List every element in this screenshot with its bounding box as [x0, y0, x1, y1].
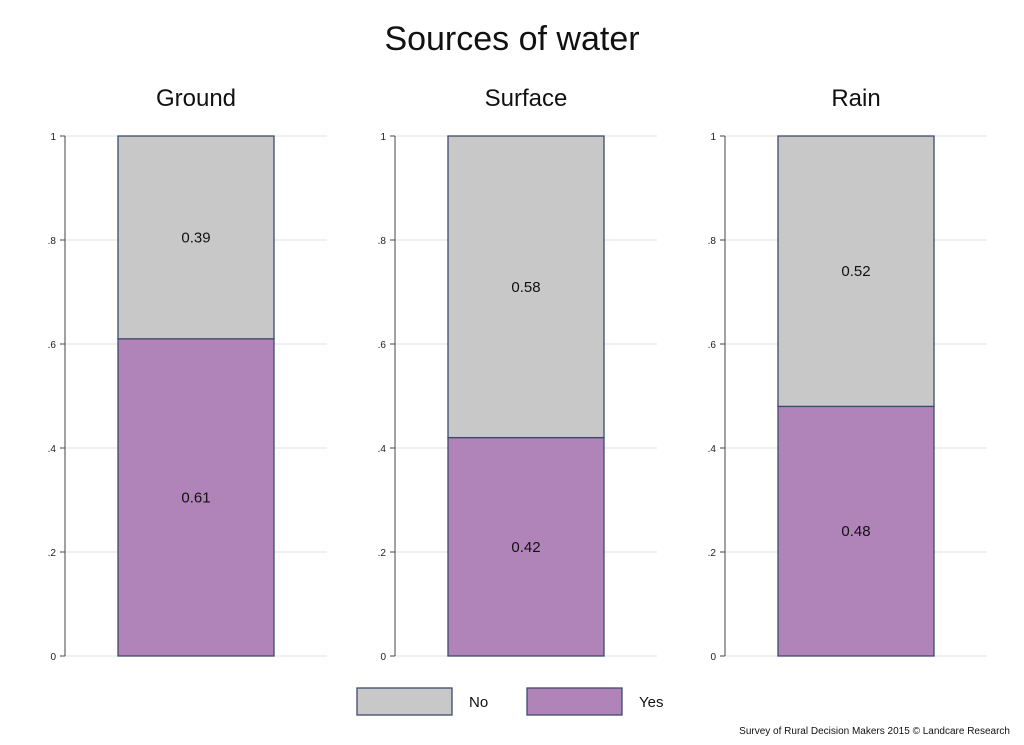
- bar-segment-surface-yes: [447, 436, 605, 657]
- footnote: Survey of Rural Decision Makers 2015 © L…: [739, 726, 1010, 737]
- legend-swatch-no: [356, 687, 453, 716]
- y-tick-label: .6: [48, 340, 57, 351]
- bar-segment-ground-yes: [117, 338, 275, 657]
- panel-rain: Rain 0 .2 .4 .6 .8 1 0.48 0.52: [708, 85, 987, 663]
- data-label-rain-yes: 0.48: [841, 523, 870, 540]
- data-label-ground-no: 0.39: [181, 229, 210, 246]
- y-tick-label: .2: [708, 548, 717, 559]
- data-label-ground-yes: 0.61: [181, 489, 210, 506]
- y-tick-label: .6: [708, 340, 717, 351]
- chart-title: Sources of water: [384, 20, 639, 58]
- data-label-surface-yes: 0.42: [511, 539, 540, 556]
- y-tick-label: .4: [48, 444, 57, 455]
- y-tick-label: .6: [378, 340, 387, 351]
- legend-label-yes: Yes: [639, 694, 663, 711]
- legend-swatch-yes: [526, 687, 623, 716]
- panel-title-ground: Ground: [156, 85, 236, 112]
- y-tick-label: .2: [48, 548, 57, 559]
- y-tick-label: 1: [710, 132, 716, 143]
- panel-title-rain: Rain: [831, 85, 880, 112]
- chart-panels: Ground0.2.4.6.810.610.39Surface0.2.4.6.8…: [48, 85, 987, 663]
- y-tick-label: 1: [380, 132, 386, 143]
- bar-segment-surface-no: [447, 135, 605, 439]
- y-tick-label: .8: [708, 236, 717, 247]
- y-tick-label: .8: [48, 236, 57, 247]
- y-tick-label: 0: [710, 652, 716, 663]
- y-tick-label: .4: [378, 444, 387, 455]
- y-tick-label: .4: [708, 444, 717, 455]
- panel-ground: Ground 0 .2 .4 .6 .8 1 0.61 0.39: [48, 85, 327, 663]
- y-tick-label: .8: [378, 236, 387, 247]
- panel-surface: Surface 0 .2 .4 .6 .8 1 0.42 0.58: [378, 85, 657, 663]
- y-tick-label: .2: [378, 548, 387, 559]
- data-label-rain-no: 0.52: [841, 263, 870, 280]
- bar-segment-rain-no: [777, 135, 935, 408]
- y-tick-label: 1: [50, 132, 56, 143]
- panel-title-surface: Surface: [485, 85, 568, 112]
- legend-entry-yes: Yes: [526, 687, 663, 716]
- y-tick-label: 0: [380, 652, 386, 663]
- legend-label-no: No: [469, 694, 488, 711]
- bar-segment-ground-no: [117, 135, 275, 340]
- legend-entry-no: No: [356, 687, 488, 716]
- legend: No Yes: [356, 687, 663, 716]
- y-tick-label: 0: [50, 652, 56, 663]
- data-label-surface-no: 0.58: [511, 279, 540, 296]
